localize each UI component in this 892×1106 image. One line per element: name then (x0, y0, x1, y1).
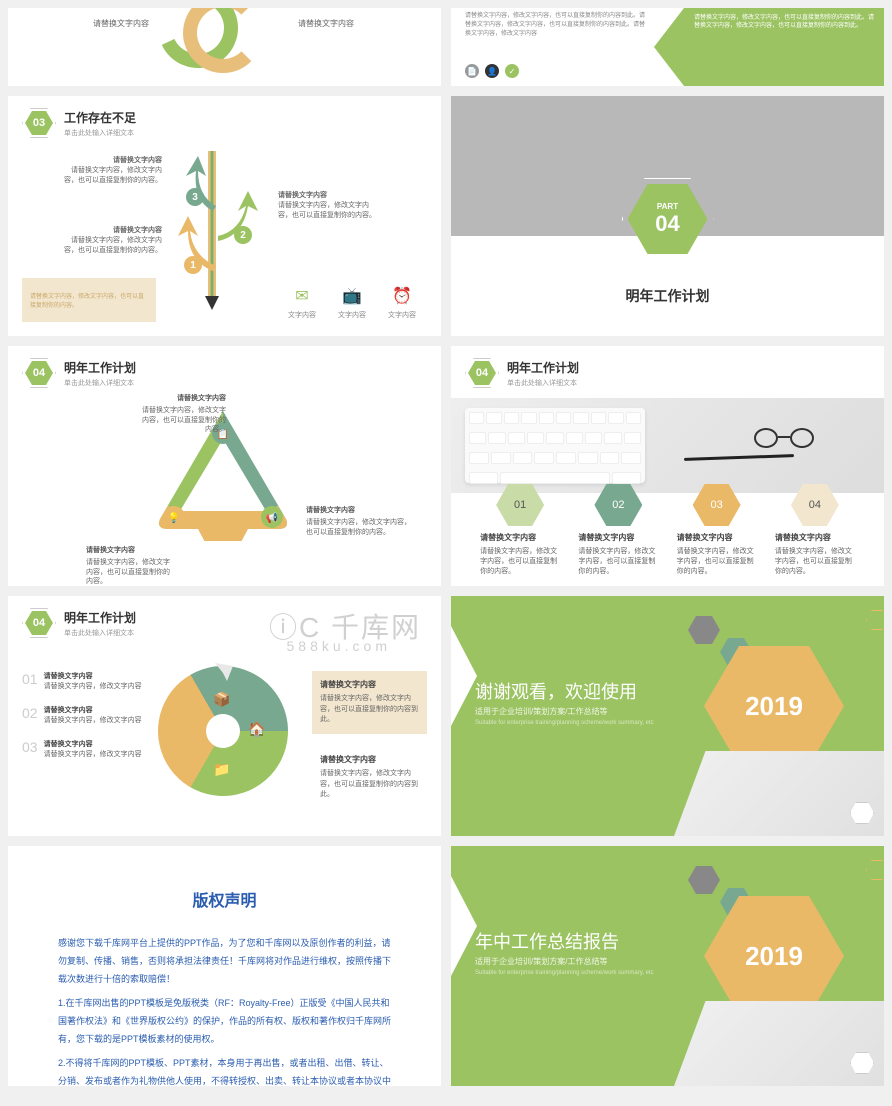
pie-icon-3: 📁 (213, 761, 230, 778)
slide-title: 明年工作计划 (507, 359, 579, 376)
item-2: 请替换文字内容请替换文字内容，修改文字内容，也可以直接复制你的内容。 (278, 191, 378, 220)
keyboard (465, 408, 645, 483)
slide-9-copyright: 版权声明 感谢您下载千库网平台上提供的PPT作品，为了您和千库网以及原创作者的利… (8, 846, 441, 1086)
slide-1-partial: 请替换文字内容 请替换文字内容 (8, 8, 441, 86)
thanks-sub2: Suitable for enterprise training/plannin… (475, 720, 654, 726)
slide-title: 明年工作计划 (64, 609, 136, 626)
pie-icon-1: 📦 (213, 691, 230, 708)
user-icon: 👤 (485, 64, 499, 78)
highlight-box: 请替换文字内容，修改文字内容，也可以直接复制你的内容。 (22, 278, 156, 322)
slide-2-partial: 请替换文字内容，修改文字内容，也可以直接复制你的内容到此。请替换文字内容，修改文… (451, 8, 884, 86)
item-4: 请替换文字内容请替换文字内容，修改文字内容，也可以直接复制你的内容。 (775, 532, 855, 576)
icon-3: ⏰文字内容 (388, 286, 416, 320)
cover-title: 年中工作总结报告 (475, 928, 619, 954)
arrows-graphic (168, 151, 268, 301)
item-1: 请替换文字内容请替换文字内容，修改文字内容，也可以直接复制你的内容。 (62, 226, 162, 255)
copyright-p1: 感谢您下载千库网平台上提供的PPT作品，为了您和千库网以及原创作者的利益，请勿复… (58, 934, 391, 988)
svg-text:💡: 💡 (168, 511, 180, 524)
section-title: 明年工作计划 (451, 286, 884, 306)
text-right: 请替换文字内容 (298, 18, 354, 29)
num-1: 1 (184, 256, 202, 274)
slide-title: 明年工作计划 (64, 359, 136, 376)
slide-sub: 单击此处输入详细文本 (64, 128, 136, 138)
cover-sub2: Suitable for enterprise training/plannin… (475, 970, 654, 976)
text-left: 请替换文字内容 (93, 18, 149, 29)
slide-header: 04 明年工作计划 单击此处输入详细文本 (8, 346, 441, 400)
item-3: 请替换文字内容请替换文字内容，修改文字内容，也可以直接复制你的内容。 (677, 532, 757, 576)
pie-icon-2: 🏠 (248, 721, 265, 738)
slide-5: 04 明年工作计划 单击此处输入详细文本 📋 💡 📢 请替换文字内容请替换文字内… (8, 346, 441, 586)
thanks-sub: 适用于企业培训/策划方案/工作总结等 (475, 706, 607, 717)
slide-sub: 单击此处输入详细文本 (64, 628, 136, 638)
slide-3: 03 工作存在不足 单击此处输入详细文本 1 2 3 请替换文字内容请替换文字内… (8, 96, 441, 336)
copyright-p3: 2.不得将千库网的PPT模板、PPT素材，本身用于再出售，或者出租、出借、转让、… (58, 1054, 391, 1086)
num-2: 2 (234, 226, 252, 244)
hex-3: 03 (693, 484, 741, 526)
box-1: 请替换文字内容请替换文字内容，修改文字内容，也可以直接复制你的内容到此。 (312, 671, 427, 734)
glasses (754, 428, 814, 450)
item-2: 请替换文字内容请替换文字内容，修改文字内容，也可以直接复制你的内容。 (578, 532, 658, 576)
slide-title: 工作存在不足 (64, 109, 136, 126)
hands-photo (674, 751, 884, 836)
body-left: 请替换文字内容，修改文字内容，也可以直接复制你的内容到此。请替换文字内容，修改文… (465, 12, 645, 39)
tri-item-2: 请替换文字内容请替换文字内容，修改文字内容，也可以直接复制你的内容。 (86, 546, 176, 586)
item-3: 请替换文字内容请替换文字内容，修改文字内容，也可以直接复制你的内容。 (62, 156, 162, 185)
part-label: PART (657, 202, 678, 211)
item-row: 请替换文字内容请替换文字内容，修改文字内容，也可以直接复制你的内容。 请替换文字… (451, 532, 884, 576)
cover-sub: 适用于企业培训/策划方案/工作总结等 (475, 956, 607, 967)
slide-7: ⓘC 千库网 588ku.com 04 明年工作计划 单击此处输入详细文本 📦 … (8, 596, 441, 836)
slide-header: 04 明年工作计划 单击此处输入详细文本 (8, 596, 441, 650)
slide-10-cover: 2019 年中工作总结报告 适用于企业培训/策划方案/工作总结等 Suitabl… (451, 846, 884, 1086)
body-right: 请替换文字内容，修改文字内容，也可以直接复制你的内容到此。请替换文字内容，修改文… (694, 14, 874, 31)
slide-6: 04 明年工作计划 单击此处输入详细文本 01 02 03 04 请替换文字内容… (451, 346, 884, 586)
icon-1: ✉文字内容 (288, 286, 316, 320)
hands-photo (674, 1001, 884, 1086)
item-1: 请替换文字内容请替换文字内容，修改文字内容，也可以直接复制你的内容。 (480, 532, 560, 576)
li-1: 01请替换文字内容请替换文字内容，修改文字内容 (22, 671, 142, 691)
copyright-title: 版权声明 (58, 886, 391, 918)
slide-sub: 单击此处输入详细文本 (507, 378, 579, 388)
pie-center (200, 708, 246, 754)
tri-item-1: 请替换文字内容请替换文字内容，修改文字内容，也可以直接复制你的内容。 (136, 394, 226, 435)
pen (684, 454, 794, 461)
doc-icon: 📄 (465, 64, 479, 78)
li-3: 03请替换文字内容请替换文字内容，修改文字内容 (22, 739, 142, 759)
check-icon: ✓ (505, 64, 519, 78)
slide-4-section: PART 04 明年工作计划 (451, 96, 884, 336)
white-arrow (451, 876, 477, 976)
tri-item-3: 请替换文字内容请替换文字内容，修改文字内容，也可以直接复制你的内容。 (306, 506, 416, 537)
pie-chart (134, 642, 312, 820)
part-num: 04 (655, 211, 679, 237)
list: 01请替换文字内容请替换文字内容，修改文字内容 02请替换文字内容请替换文字内容… (22, 671, 142, 773)
slide-sub: 单击此处输入详细文本 (64, 378, 136, 388)
hex-1: 01 (496, 484, 544, 526)
hex-nums: 01 02 03 04 (451, 484, 884, 526)
hex-2: 02 (594, 484, 642, 526)
slide-header: 04 明年工作计划 单击此处输入详细文本 (451, 346, 884, 400)
keyboard-photo (451, 398, 884, 493)
chevron-point (654, 8, 684, 86)
slide-header: 03 工作存在不足 单击此处输入详细文本 (8, 96, 441, 150)
slide-8-thanks: 2019 谢谢观看，欢迎使用 适用于企业培训/策划方案/工作总结等 Suitab… (451, 596, 884, 836)
copyright-p2: 1.在千库网出售的PPT模板是免版税类（RF：Royalty-Free）正版受《… (58, 994, 391, 1048)
white-arrow (451, 626, 477, 726)
icon-2: 📺文字内容 (338, 286, 366, 320)
thanks-title: 谢谢观看，欢迎使用 (475, 678, 637, 704)
icon-row: 📄 👤 ✓ (465, 64, 519, 78)
box-2: 请替换文字内容请替换文字内容，修改文字内容，也可以直接复制你的内容到此。 (312, 746, 427, 809)
num-3: 3 (186, 188, 204, 206)
hex-4: 04 (791, 484, 839, 526)
icon-row: ✉文字内容 📺文字内容 ⏰文字内容 (288, 286, 416, 320)
svg-text:📢: 📢 (266, 511, 278, 524)
li-2: 02请替换文字内容请替换文字内容，修改文字内容 (22, 705, 142, 725)
